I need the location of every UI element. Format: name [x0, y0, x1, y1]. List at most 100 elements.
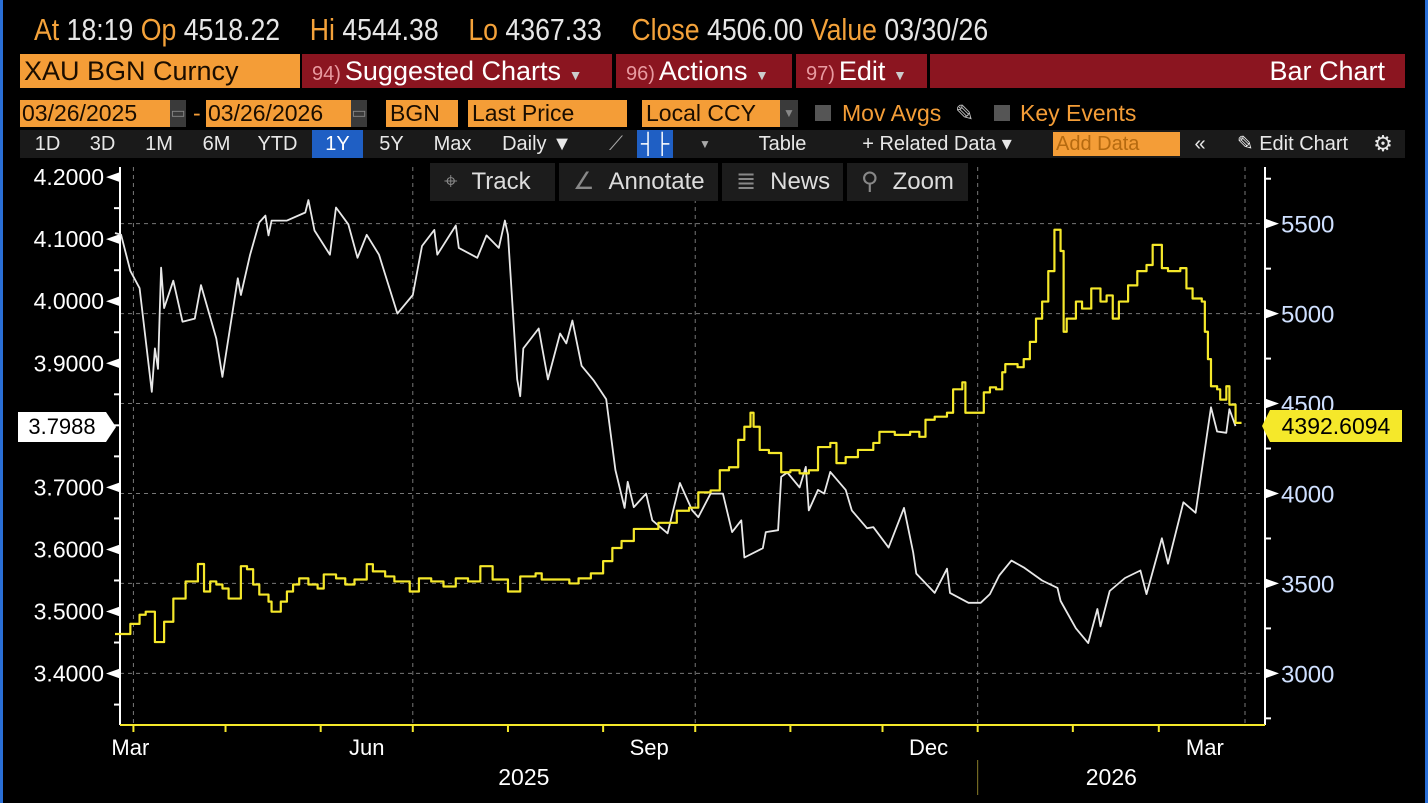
- frequency-select[interactable]: Daily ▼: [502, 133, 572, 155]
- start-date-text: 03/26/2025: [22, 100, 138, 126]
- quote-header: At 18:19 Op 4518.22 Hi 4544.38 Lo 4367.3…: [34, 10, 988, 50]
- right-tick-arrow: [1265, 578, 1279, 589]
- month-label: Mar: [111, 735, 149, 760]
- left-tick-arrow: [106, 544, 120, 555]
- value-date: 03/30/26: [884, 12, 989, 47]
- menu-label: Suggested Charts: [344, 56, 562, 86]
- calendar-icon[interactable]: ▭: [351, 100, 367, 127]
- open-label: Op: [140, 12, 177, 47]
- track-button[interactable]: ⌖ Track: [430, 163, 555, 201]
- left-last-value-label: 3.7988: [18, 412, 106, 442]
- left-tick-arrow: [106, 358, 120, 369]
- mov-avgs-checkbox[interactable]: [815, 105, 831, 121]
- news-label: News: [770, 168, 831, 195]
- at-label: At: [34, 12, 60, 47]
- news-button[interactable]: ≣ News: [722, 163, 843, 201]
- right-tick-arrow: [1265, 218, 1279, 229]
- left-tick-label: 4.1000: [34, 226, 104, 252]
- crosshair-icon: ⌖: [444, 168, 458, 195]
- add-data-input[interactable]: Add Data: [1053, 132, 1180, 156]
- right-tick-label: 4000: [1281, 481, 1334, 508]
- close-label: Close: [631, 12, 700, 47]
- left-tick-arrow: [106, 668, 120, 679]
- right-tick-arrow: [1265, 668, 1279, 679]
- period-button-3d[interactable]: 3D: [89, 133, 116, 155]
- year-label: 2025: [498, 764, 549, 790]
- left-tick-arrow: [106, 482, 120, 493]
- source-text: BGN: [390, 100, 440, 126]
- table-button[interactable]: Table: [758, 133, 807, 155]
- source-field[interactable]: BGN: [386, 100, 458, 127]
- chevron-down-icon[interactable]: ▼: [699, 137, 711, 151]
- dropdown-arrow-icon: ▼: [568, 67, 583, 83]
- left-tick-label: 3.6000: [34, 536, 104, 562]
- currency-text: Local CCY: [646, 100, 756, 126]
- high-value: 4544.38: [342, 12, 439, 47]
- menu-number: 97): [806, 63, 835, 85]
- collapse-button[interactable]: «: [1194, 133, 1206, 155]
- mov-avgs-label: Mov Avgs: [842, 100, 942, 126]
- gear-icon[interactable]: ⚙: [1373, 131, 1393, 156]
- open-value: 4518.22: [183, 12, 281, 47]
- period-button-5y[interactable]: 5Y: [379, 133, 404, 155]
- pencil-icon[interactable]: ✎: [955, 100, 975, 126]
- end-date-text: 03/26/2026: [208, 100, 324, 126]
- security-text: XAU BGN Curncy: [24, 56, 239, 86]
- edit-menu[interactable]: 97) Edit ▼: [796, 54, 927, 88]
- window-border-right: [1425, 0, 1428, 803]
- chevron-down-icon[interactable]: ▼: [780, 100, 798, 127]
- menu-number: 96): [626, 63, 655, 85]
- period-button-max[interactable]: Max: [433, 133, 472, 155]
- suggested-charts-menu[interactable]: 94) Suggested Charts ▼: [302, 54, 612, 88]
- left-tick-label: 3.7000: [34, 474, 104, 500]
- key-events-label: Key Events: [1020, 100, 1137, 126]
- right-tick-label: 5000: [1281, 302, 1334, 329]
- left-tick-label: 3.9000: [34, 350, 104, 376]
- related-data-button[interactable]: + Related Data ▾: [862, 133, 1012, 155]
- right-tick-label: 5500: [1281, 212, 1334, 239]
- bar-chart-icon[interactable]: ┤├: [637, 130, 673, 158]
- period-button-ytd[interactable]: YTD: [257, 133, 298, 155]
- end-date-field[interactable]: 03/26/2026: [206, 100, 351, 127]
- news-icon: ≣: [736, 168, 757, 195]
- field-selector[interactable]: Last Price: [468, 100, 627, 127]
- menu-label: Actions: [658, 56, 748, 86]
- period-button-1m[interactable]: 1M: [145, 133, 173, 155]
- menu-label: Edit: [838, 56, 886, 86]
- annotate-button[interactable]: ∠ Annotate: [559, 163, 718, 201]
- month-label: Mar: [1186, 735, 1224, 760]
- edit-chart-button[interactable]: ✎ Edit Chart: [1220, 130, 1365, 158]
- month-label: Sep: [630, 735, 669, 760]
- low-label: Lo: [468, 12, 498, 47]
- left-tick-arrow: [106, 296, 120, 307]
- zoom-button[interactable]: ⚲ Zoom: [847, 163, 968, 201]
- value-label: Value: [810, 12, 878, 47]
- left-last-value-pointer: [106, 412, 116, 442]
- menu-number: 94): [312, 63, 341, 85]
- chart-type-bar: Bar Chart: [930, 54, 1405, 88]
- pencil-icon: ∠: [573, 168, 595, 195]
- yellow-series-bars: [115, 228, 1242, 644]
- white-series-line: [114, 199, 1237, 644]
- period-button-1y[interactable]: 1Y: [312, 130, 363, 158]
- period-button-6m[interactable]: 6M: [202, 133, 231, 155]
- start-date-field[interactable]: 03/26/2025: [20, 100, 170, 127]
- at-value: 18:19: [66, 12, 134, 47]
- calendar-icon[interactable]: ▭: [170, 100, 186, 127]
- period-button-1d[interactable]: 1D: [34, 133, 61, 155]
- right-tick-arrow: [1265, 398, 1279, 409]
- add-data-placeholder: Add Data: [1056, 133, 1140, 155]
- currency-select[interactable]: Local CCY: [642, 100, 780, 127]
- line-chart-icon[interactable]: ⟋: [609, 133, 623, 155]
- right-last-value-label: 4392.6094: [1270, 410, 1402, 442]
- pencil-icon: ✎: [1236, 133, 1254, 155]
- actions-menu[interactable]: 96) Actions ▼: [616, 54, 792, 88]
- key-events-checkbox[interactable]: [994, 105, 1010, 121]
- security-field[interactable]: XAU BGN Curncy: [20, 54, 300, 88]
- dropdown-arrow-icon: ▼: [754, 67, 769, 83]
- dropdown-arrow-icon: ▼: [892, 67, 907, 83]
- chart-type-label: Bar Chart: [1269, 56, 1385, 86]
- left-tick-arrow: [106, 172, 120, 183]
- annotate-label: Annotate: [608, 168, 705, 195]
